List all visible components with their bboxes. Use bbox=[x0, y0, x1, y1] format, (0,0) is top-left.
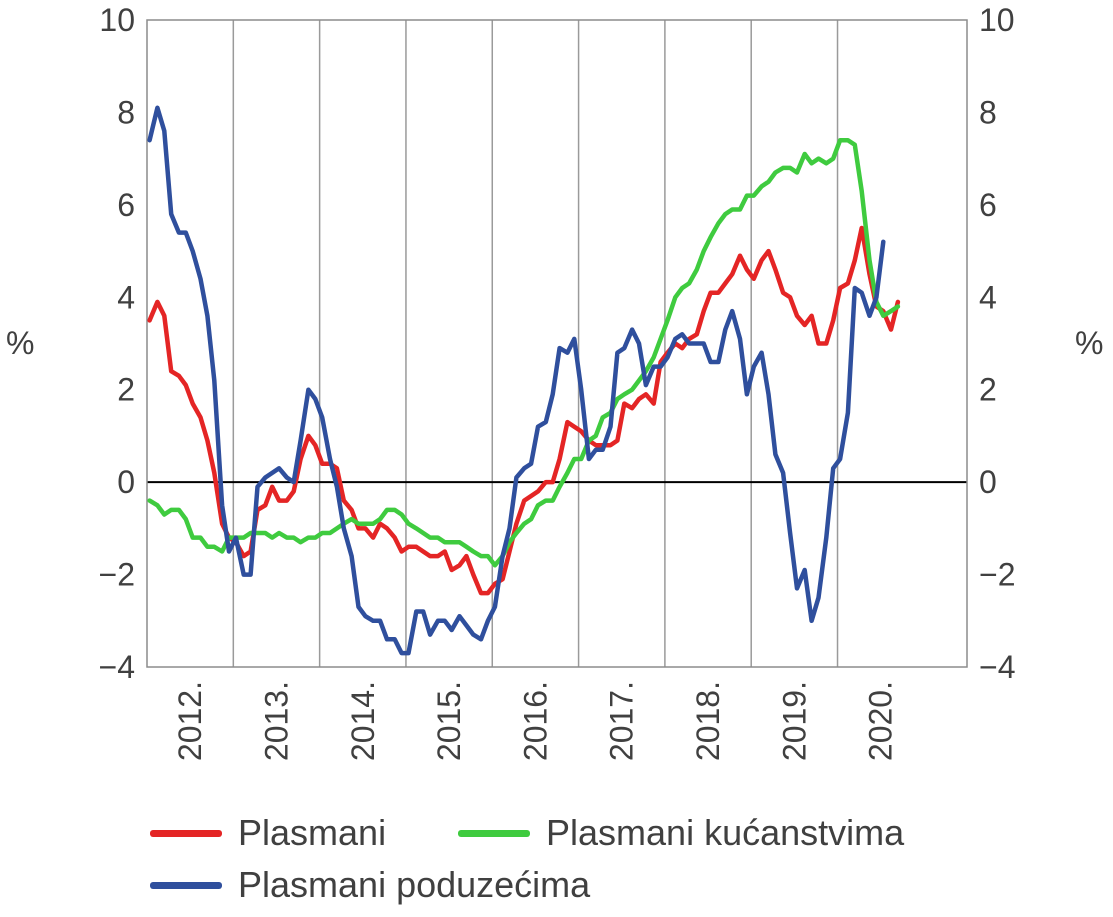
legend-label-plasmani: Plasmani bbox=[238, 812, 387, 853]
series-line-plasmani-kucanstvima bbox=[147, 137, 901, 568]
y-tick-label-left: 4 bbox=[117, 279, 135, 315]
plot-frame bbox=[146, 19, 968, 668]
y-tick-label-right: 2 bbox=[979, 372, 997, 408]
series-line-plasmani bbox=[147, 225, 901, 596]
y-tick-label-right: 10 bbox=[979, 2, 1015, 38]
y-tick-label-right: 8 bbox=[979, 94, 997, 130]
y-tick-label-left: 6 bbox=[117, 187, 135, 223]
legend-item-plasmani-poduzecima: Plasmani poduzećima bbox=[150, 864, 590, 906]
y-tick-label-left: −2 bbox=[99, 557, 135, 593]
y-axis-right-ticks: −4 −2 0 2 4 6 8 10 bbox=[979, 2, 1015, 685]
legend-label-plasmani-poduzecima: Plasmani poduzećima bbox=[238, 864, 591, 905]
y-tick-label-right: 4 bbox=[979, 279, 997, 315]
y-tick-label-left: −4 bbox=[99, 649, 135, 685]
x-tick-label: 2015. bbox=[431, 681, 467, 761]
y-tick-label-right: 0 bbox=[979, 464, 997, 500]
x-tick-label: 2017. bbox=[604, 681, 640, 761]
y-tick-label-right: 6 bbox=[979, 187, 997, 223]
series-lines bbox=[147, 105, 901, 656]
gridlines bbox=[232, 20, 839, 667]
x-tick-label: 2016. bbox=[517, 681, 553, 761]
x-tick-label: 2020. bbox=[863, 681, 899, 761]
series-line-plasmani-poduzecima bbox=[147, 105, 886, 656]
y-axis-left-unit: % bbox=[6, 325, 34, 361]
legend-swatch-plasmani-kucanstvima bbox=[458, 829, 530, 837]
x-tick-label: 2014. bbox=[345, 681, 381, 761]
x-tick-label: 2012. bbox=[172, 681, 208, 761]
y-axis-left-ticks: −4 −2 0 2 4 6 8 10 bbox=[99, 2, 135, 685]
x-axis-ticks: 2012. 2013. 2014. 2015. 2016. 2017. 2018. 2019.… bbox=[172, 681, 899, 761]
legend-label-plasmani-kucanstvima: Plasmani kućanstvima bbox=[546, 812, 905, 853]
y-tick-label-left: 2 bbox=[117, 372, 135, 408]
legend-swatch-plasmani bbox=[150, 829, 222, 837]
x-tick-label: 2019. bbox=[776, 681, 812, 761]
y-tick-label-left: 8 bbox=[117, 94, 135, 130]
y-axis-right-unit: % bbox=[1075, 325, 1103, 361]
legend-item-plasmani: Plasmani bbox=[150, 812, 386, 854]
y-tick-label-right: −2 bbox=[979, 557, 1015, 593]
y-tick-label-left: 0 bbox=[117, 464, 135, 500]
x-tick-label: 2018. bbox=[690, 681, 726, 761]
legend-swatch-plasmani-poduzecima bbox=[150, 881, 222, 889]
legend-item-plasmani-kucanstvima: Plasmani kućanstvima bbox=[458, 812, 904, 854]
y-tick-label-left: 10 bbox=[99, 2, 135, 38]
x-tick-label: 2013. bbox=[258, 681, 294, 761]
y-tick-label-right: −4 bbox=[979, 649, 1015, 685]
